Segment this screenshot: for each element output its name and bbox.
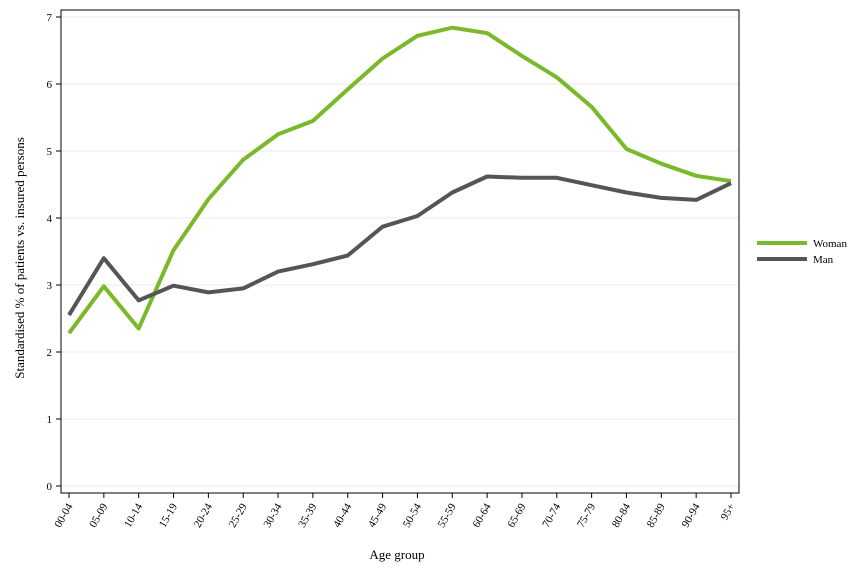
- x-tick-label: 90-94: [680, 501, 703, 530]
- legend: Woman Man: [757, 238, 847, 266]
- x-tick-label: 45-49: [366, 501, 389, 530]
- x-tick-label: 75-79: [575, 501, 598, 530]
- y-tick-label: 3: [47, 280, 53, 292]
- series-line-woman: [67, 25, 732, 335]
- x-tick-label: 40-44: [331, 501, 354, 530]
- x-tick-label: 80-84: [610, 501, 633, 530]
- x-tick-label: 95+: [719, 502, 738, 523]
- x-tick-label: 35-39: [296, 501, 319, 530]
- x-axis: 00-04 05-09 10-14 15-19 20-24 25-29 30-34 35-39…: [52, 493, 738, 530]
- x-tick-label: 05-09: [87, 501, 110, 530]
- legend-label: Man: [813, 254, 834, 266]
- x-tick-label: 85-89: [645, 501, 668, 530]
- y-tick-label: 0: [47, 481, 53, 493]
- y-tick-label: 1: [47, 414, 53, 426]
- x-tick-label: 55-59: [436, 501, 459, 530]
- legend-label: Woman: [813, 238, 847, 250]
- x-tick-label: 00-04: [52, 501, 75, 530]
- series-line-man: [67, 174, 732, 317]
- series-lines: [67, 25, 732, 335]
- x-tick-label: 30-34: [261, 501, 284, 530]
- x-tick-label: 15-19: [157, 501, 180, 530]
- y-tick-label: 4: [47, 213, 53, 225]
- y-axis-title: Standardised % of patients vs. insured p…: [12, 137, 27, 379]
- plot-area: [60, 9, 740, 494]
- x-tick-label: 50-54: [401, 501, 424, 530]
- gridlines: [61, 16, 739, 487]
- y-tick-label: 6: [47, 79, 53, 91]
- x-axis-title: Age group: [369, 547, 424, 562]
- x-tick-label: 25-29: [227, 501, 250, 530]
- y-tick-label: 2: [47, 347, 53, 359]
- y-tick-label: 5: [47, 146, 53, 158]
- y-tick-label: 7: [47, 12, 53, 24]
- x-tick-label: 10-14: [122, 501, 145, 530]
- x-tick-label: 70-74: [540, 501, 563, 530]
- x-tick-label: 20-24: [192, 501, 215, 530]
- y-axis: 0 1 2 3 4 5 6 7: [47, 12, 61, 493]
- x-tick-label: 60-64: [470, 501, 493, 530]
- x-tick-label: 65-69: [505, 501, 528, 530]
